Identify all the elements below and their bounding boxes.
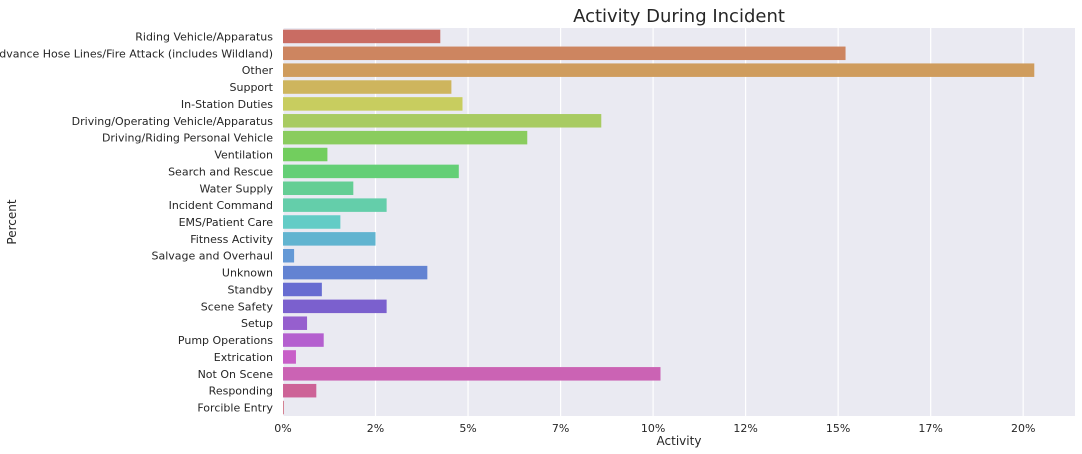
y-tick-label: Forcible Entry — [197, 402, 273, 415]
y-tick-label: Other — [242, 64, 274, 77]
y-tick-label: Scene Safety — [201, 300, 274, 313]
bar — [283, 333, 324, 347]
bar — [283, 114, 602, 128]
y-tick-label: EMS/Patient Care — [179, 216, 274, 229]
x-tick-label: 5% — [459, 422, 476, 435]
y-tick-label: Incident Command — [169, 199, 273, 212]
x-tick-label: 15% — [826, 422, 850, 435]
bar — [283, 147, 328, 162]
y-tick-label: Fitness Activity — [190, 233, 273, 246]
y-tick-label: Salvage and Overhaul — [152, 250, 273, 263]
x-tick-labels: 0% 2% 5% 7% 10% 12% 15% 17% 20% — [274, 422, 1035, 435]
y-tick-label: Not On Scene — [198, 368, 274, 381]
x-tick-label: 17% — [918, 422, 942, 435]
y-tick-label: Standby — [228, 283, 274, 296]
y-tick-label: In-Station Duties — [181, 98, 273, 111]
x-tick-label: 20% — [1011, 422, 1035, 435]
bar — [283, 130, 528, 145]
bar — [283, 367, 661, 381]
bar — [283, 215, 341, 229]
bar — [283, 350, 296, 364]
bar — [283, 181, 354, 196]
x-tick-label: 2% — [367, 422, 384, 435]
y-tick-label: Driving/Operating Vehicle/Apparatus — [72, 115, 274, 128]
x-tick-label: 10% — [641, 422, 665, 435]
y-tick-label: Riding Vehicle/Apparatus — [135, 30, 273, 43]
x-tick-label: 0% — [274, 422, 291, 435]
bar — [283, 97, 463, 111]
y-tick-labels: Riding Vehicle/Apparatus Advance Hose Lin… — [0, 30, 274, 414]
bar — [283, 164, 459, 179]
y-tick-label: Ventilation — [214, 149, 273, 162]
bar — [283, 198, 387, 212]
bar — [283, 46, 846, 61]
bar — [283, 299, 387, 314]
y-tick-label: Pump Operations — [178, 334, 273, 347]
y-tick-label: Search and Rescue — [168, 165, 273, 178]
bar — [283, 248, 295, 263]
x-tick-label: 7% — [552, 422, 569, 435]
y-tick-label: Driving/Riding Personal Vehicle — [102, 132, 273, 145]
bar — [283, 316, 308, 330]
bars — [283, 29, 1035, 415]
y-tick-label: Setup — [241, 317, 273, 330]
bar — [283, 383, 317, 398]
bar — [283, 80, 452, 94]
bar — [283, 265, 428, 280]
bar — [283, 63, 1035, 77]
y-tick-label: Support — [230, 81, 274, 94]
y-tick-label: Advance Hose Lines/Fire Attack (includes… — [0, 47, 273, 60]
bar — [283, 400, 284, 415]
bar — [283, 232, 376, 246]
bar — [283, 29, 441, 44]
y-tick-label: Water Supply — [200, 182, 274, 195]
bar — [283, 282, 322, 297]
x-axis-label: Activity — [657, 434, 702, 448]
y-tick-label: Responding — [209, 385, 273, 398]
x-tick-label: 12% — [733, 422, 757, 435]
y-tick-label: Unknown — [222, 267, 273, 280]
chart-title: Activity During Incident — [573, 6, 785, 27]
y-tick-label: Extrication — [214, 351, 273, 364]
y-axis-label: Percent — [5, 199, 19, 244]
